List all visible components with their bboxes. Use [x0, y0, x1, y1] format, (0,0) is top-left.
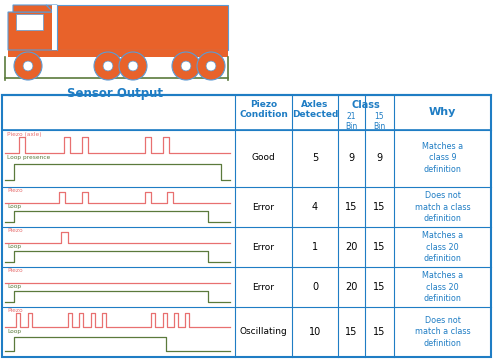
Bar	[8, 50, 228, 57]
Text: 15: 15	[373, 242, 386, 252]
Ellipse shape	[128, 61, 138, 71]
Text: Piezo
Condition: Piezo Condition	[239, 100, 288, 120]
Ellipse shape	[23, 61, 33, 71]
Text: 15: 15	[373, 282, 386, 292]
Text: Oscillating: Oscillating	[240, 327, 288, 336]
Text: 15: 15	[345, 202, 358, 212]
Text: Matches a
class 20
definition: Matches a class 20 definition	[422, 232, 463, 262]
Text: 10: 10	[309, 327, 321, 337]
Ellipse shape	[14, 52, 42, 80]
Ellipse shape	[206, 61, 216, 71]
Text: Good: Good	[251, 154, 275, 163]
Text: Loop presence: Loop presence	[7, 154, 50, 159]
Polygon shape	[13, 5, 53, 12]
Text: 15: 15	[345, 327, 358, 337]
Polygon shape	[16, 14, 43, 30]
Text: Why: Why	[429, 107, 456, 117]
Text: Does not
match a class
definition: Does not match a class definition	[414, 191, 470, 223]
Text: 9: 9	[376, 153, 382, 163]
Text: 15: 15	[373, 327, 386, 337]
Text: 4: 4	[312, 202, 318, 212]
Ellipse shape	[181, 61, 191, 71]
Text: 9: 9	[348, 153, 355, 163]
Text: 15
Bin: 15 Bin	[373, 112, 386, 131]
Text: Piezo: Piezo	[7, 268, 23, 273]
Bar	[2, 95, 491, 357]
Text: 15: 15	[373, 202, 386, 212]
Text: Does not
match a class
definition: Does not match a class definition	[414, 316, 470, 348]
Text: Error: Error	[252, 283, 275, 292]
Text: 1: 1	[312, 242, 318, 252]
Polygon shape	[8, 5, 57, 50]
Text: 20: 20	[345, 282, 358, 292]
Text: 0: 0	[312, 282, 318, 292]
Text: Sensor Output: Sensor Output	[67, 87, 163, 100]
Text: Loop: Loop	[7, 244, 21, 249]
Ellipse shape	[172, 52, 200, 80]
Ellipse shape	[197, 52, 225, 80]
Text: Piezo: Piezo	[7, 308, 23, 313]
Text: Loop: Loop	[7, 204, 21, 209]
Text: Piezo: Piezo	[7, 188, 23, 193]
Polygon shape	[55, 5, 228, 50]
Ellipse shape	[119, 52, 147, 80]
Text: Axles
Detected: Axles Detected	[292, 100, 338, 120]
Text: Loop: Loop	[7, 328, 21, 334]
Text: Piezo (axle): Piezo (axle)	[7, 132, 41, 137]
Text: Matches a
class 9
definition: Matches a class 9 definition	[422, 143, 463, 174]
Text: Error: Error	[252, 202, 275, 211]
Ellipse shape	[94, 52, 122, 80]
Text: 5: 5	[312, 153, 318, 163]
Text: Matches a
class 20
definition: Matches a class 20 definition	[422, 271, 463, 303]
Bar	[52, 5, 58, 50]
Ellipse shape	[103, 61, 113, 71]
Text: Error: Error	[252, 242, 275, 252]
Text: 20: 20	[345, 242, 358, 252]
Text: Piezo: Piezo	[7, 228, 23, 233]
Text: 21
Bin: 21 Bin	[345, 112, 358, 131]
Text: Class: Class	[352, 100, 380, 110]
Text: Loop: Loop	[7, 284, 21, 289]
